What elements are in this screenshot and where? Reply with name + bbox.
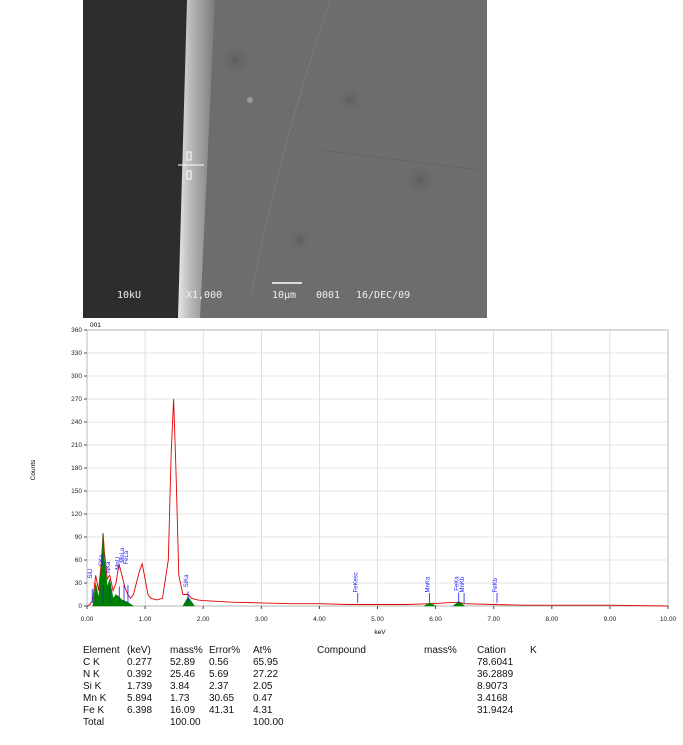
spectrum-area	[423, 602, 436, 607]
table-cell: 100.00	[170, 717, 201, 728]
table-cell: 3.84	[170, 681, 190, 692]
y-tick-label: 150	[71, 488, 82, 495]
table-cell: 0.277	[127, 657, 152, 668]
table-header: mass%	[170, 645, 203, 656]
x-tick-label: 7.00	[487, 616, 500, 623]
y-axis-label: Counts	[30, 459, 37, 480]
table-cell: 5.69	[209, 669, 229, 680]
sem-caption: 16/DEC/09	[356, 290, 410, 301]
table-header: Error%	[209, 645, 240, 656]
y-tick-label: 180	[71, 465, 82, 472]
peak-label: MnKb	[460, 576, 466, 592]
x-tick-label: 8.00	[545, 616, 558, 623]
x-tick-label: 2.00	[197, 616, 210, 623]
peak-label: CKa	[99, 554, 105, 566]
spectrum-line	[86, 398, 669, 607]
table-cell: 36.2889	[477, 669, 514, 680]
table-header: Element	[83, 645, 120, 656]
peak-label: FeKb	[493, 577, 499, 592]
table-cell: Total	[83, 717, 104, 728]
table-cell: C K	[83, 657, 100, 668]
table-cell: Si K	[83, 681, 102, 692]
peak-label: NKa	[106, 561, 112, 573]
table-cell: Mn K	[83, 693, 107, 704]
x-tick-label: 0.00	[81, 616, 94, 623]
y-tick-label: 60	[75, 557, 83, 564]
x-tick-label: 9.00	[604, 616, 617, 623]
spectrum-area	[452, 601, 466, 607]
table-cell: 31.9424	[477, 705, 514, 716]
y-tick-label: 90	[75, 534, 83, 541]
table-cell: 52.89	[170, 657, 195, 668]
peak-label: FeKa	[455, 576, 461, 591]
table-cell: Fe K	[83, 705, 104, 716]
peak-label: FeLa	[124, 550, 130, 564]
table-cell: 16.09	[170, 705, 195, 716]
table-cell: 41.31	[209, 705, 234, 716]
table-cell: 2.05	[253, 681, 273, 692]
table-cell: 3.4168	[477, 693, 508, 704]
y-tick-label: 120	[71, 511, 82, 518]
table-header: (keV)	[127, 645, 151, 656]
peak-label: MnKa	[425, 576, 431, 592]
table-header: At%	[253, 645, 271, 656]
table-cell: 78.6041	[477, 657, 514, 668]
table-cell: 1.739	[127, 681, 152, 692]
table-cell: 1.73	[170, 693, 190, 704]
table-cell: 6.398	[127, 705, 152, 716]
chart-title: 001	[90, 322, 101, 329]
x-axis-label: keV	[374, 629, 386, 636]
table-header: Cation	[477, 645, 506, 656]
peak-label: MnLa	[120, 547, 126, 563]
table-cell: 5.894	[127, 693, 152, 704]
sem-caption: 10μm	[272, 290, 296, 301]
y-tick-label: 30	[75, 580, 83, 587]
table-cell: 0.392	[127, 669, 152, 680]
table-cell: 8.9073	[477, 681, 508, 692]
table-cell: N K	[83, 669, 100, 680]
table-cell: 65.95	[253, 657, 278, 668]
sem-caption: 0001	[316, 290, 340, 301]
sem-caption: 10kU	[117, 290, 141, 301]
x-tick-label: 5.00	[371, 616, 384, 623]
y-tick-label: 0	[78, 603, 82, 610]
table-cell: 4.31	[253, 705, 273, 716]
table-cell: 25.46	[170, 669, 195, 680]
table-cell: 30.65	[209, 693, 234, 704]
table-cell: 0.56	[209, 657, 229, 668]
x-tick-label: 1.00	[139, 616, 152, 623]
y-tick-label: 240	[71, 419, 82, 426]
y-tick-label: 210	[71, 442, 82, 449]
table-cell: 0.47	[253, 693, 273, 704]
peak-label: FeKesc	[354, 572, 360, 592]
x-tick-label: 6.00	[429, 616, 442, 623]
table-header: Compound	[317, 645, 366, 656]
spectrum-area	[182, 596, 195, 607]
table-cell: 2.37	[209, 681, 229, 692]
sem-caption: X1,000	[186, 290, 222, 301]
x-tick-label: 10.00	[660, 616, 677, 623]
peak-label: SiKa	[184, 574, 190, 587]
x-tick-label: 4.00	[313, 616, 326, 623]
table-cell: 27.22	[253, 669, 278, 680]
peak-label: MnLl	[115, 557, 121, 570]
table-header: mass%	[424, 645, 457, 656]
x-tick-label: 3.00	[255, 616, 268, 623]
y-tick-label: 360	[71, 327, 82, 334]
peak-label: SiLl	[88, 568, 94, 578]
y-tick-label: 270	[71, 396, 82, 403]
sem-image: 10kU X1,000 10μm 0001 16/DEC/09	[83, 0, 487, 318]
table-cell: 100.00	[253, 717, 284, 728]
table-header: K	[530, 645, 537, 656]
y-tick-label: 330	[71, 350, 82, 357]
y-tick-label: 300	[71, 373, 82, 380]
